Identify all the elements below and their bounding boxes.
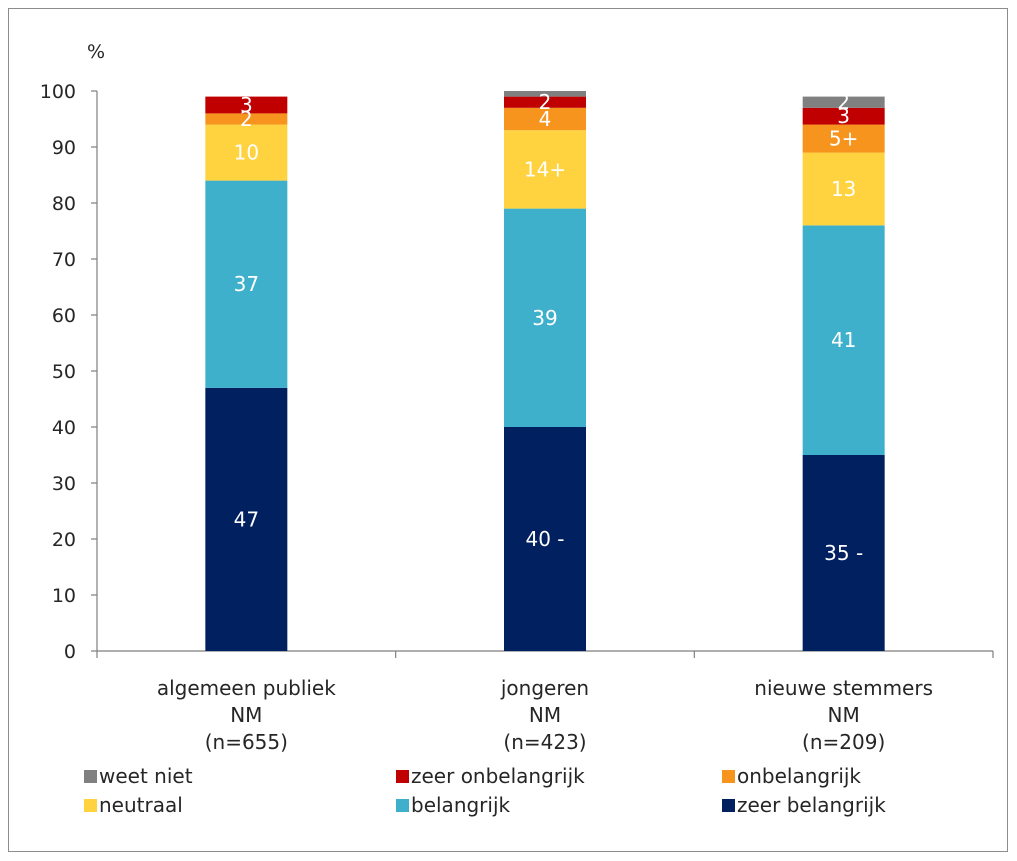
y-tick-label: 20: [52, 529, 76, 551]
data-label: 10: [234, 141, 259, 165]
bar-segment-neutraal: [802, 152, 885, 226]
legend-swatch: [722, 770, 735, 783]
bar-segment-weet-niet: [504, 91, 586, 97]
y-tick-label: 80: [52, 193, 76, 215]
legend-label: belangrijk: [411, 793, 511, 817]
data-label: 3: [837, 104, 850, 128]
bar-segment-belangrijk: [504, 208, 586, 427]
data-label: 35 -: [824, 541, 863, 565]
category-label: (n=209): [802, 730, 885, 754]
legend-swatch: [396, 770, 409, 783]
bar-segment-zeer-belangrijk: [802, 455, 885, 651]
data-label: 2: [240, 107, 253, 131]
bar-segment-zeer-onbelangrijk: [504, 96, 586, 108]
data-label: 3: [240, 93, 253, 117]
y-tick-label: 10: [52, 585, 76, 607]
category-label: jongeren: [500, 676, 589, 700]
bar-segment-neutraal: [205, 124, 288, 181]
bar-segment-zeer-onbelangrijk: [205, 96, 288, 114]
bar-segment-neutraal: [504, 130, 586, 209]
y-axis-unit-label: %: [87, 41, 105, 63]
y-tick-label: 0: [64, 641, 76, 663]
data-label: 5+: [829, 127, 858, 151]
category-label: nieuwe stemmers: [754, 676, 933, 700]
data-label: 37: [234, 272, 259, 296]
bar-segment-weet-niet: [802, 96, 885, 108]
y-tick-label: 70: [52, 249, 76, 271]
y-tick-label: 30: [52, 473, 76, 495]
category-label: NM: [230, 703, 262, 727]
legend-label: zeer onbelangrijk: [411, 764, 585, 788]
bar-segment-onbelangrijk: [802, 124, 885, 153]
y-tick-label: 40: [52, 417, 76, 439]
bar-segment-belangrijk: [802, 225, 885, 455]
data-label: 14+: [524, 157, 566, 181]
bar-segment-zeer-onbelangrijk: [802, 107, 885, 125]
data-label: 2: [539, 90, 552, 114]
legend-swatch: [84, 770, 97, 783]
category-label: NM: [529, 703, 561, 727]
bar-segment-onbelangrijk: [504, 107, 586, 131]
data-label: 40 -: [525, 527, 564, 551]
data-label: 2: [837, 90, 850, 114]
y-tick-label: 50: [52, 361, 76, 383]
y-tick-label: 60: [52, 305, 76, 327]
legend-swatch: [722, 799, 735, 812]
y-axis: % 0 10 20 30 40 50 60 70 80 90 100: [40, 41, 105, 663]
category-label: algemeen publiek: [157, 676, 336, 700]
bar-segment-zeer-belangrijk: [205, 387, 288, 651]
bars: [205, 91, 885, 651]
legend: weet niet zeer onbelangrijk onbelangrijk ne…: [84, 764, 886, 817]
category-label: (n=655): [205, 730, 288, 754]
category-label: NM: [828, 703, 860, 727]
data-label: 39: [532, 306, 557, 330]
bar-segment-onbelangrijk: [205, 113, 288, 125]
data-label: 47: [234, 507, 259, 531]
data-label: 13: [831, 177, 856, 201]
bar-segment-zeer-belangrijk: [504, 427, 586, 651]
y-tick-label: 100: [40, 81, 76, 103]
legend-label: zeer belangrijk: [737, 793, 886, 817]
legend-label: weet niet: [99, 764, 193, 788]
legend-label: neutraal: [99, 793, 183, 817]
data-label: 4: [539, 107, 552, 131]
legend-swatch: [396, 799, 409, 812]
bar-segment-belangrijk: [205, 180, 288, 388]
y-tick-label: 90: [52, 137, 76, 159]
data-label: 41: [831, 328, 856, 352]
legend-swatch: [84, 799, 97, 812]
category-label: (n=423): [503, 730, 586, 754]
legend-label: onbelangrijk: [737, 764, 861, 788]
category-labels: algemeen publiek NM (n=655) jongeren NM (n=42…: [157, 676, 933, 754]
x-axis: [96, 650, 994, 658]
